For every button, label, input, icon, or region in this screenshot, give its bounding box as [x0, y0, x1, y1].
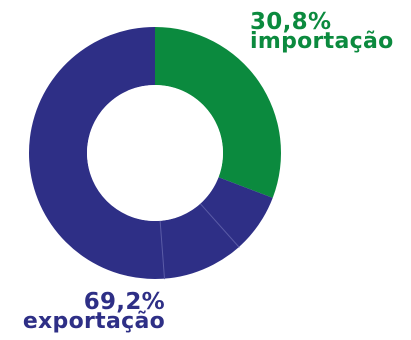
importacao-label: importação [250, 29, 394, 54]
slice-divider-2 [159, 220, 166, 280]
donut-hole [87, 85, 223, 221]
importacao-callout: 30,8% importação [250, 9, 394, 54]
importacao-percentage: 30,8% [250, 9, 332, 35]
exportacao-callout: 69,2% exportação [22, 289, 165, 334]
slice-divider-1 [199, 203, 240, 248]
exportacao-percentage: 69,2% [83, 289, 165, 315]
exportacao-label: exportação [22, 309, 165, 334]
slice-importacao [155, 27, 281, 198]
